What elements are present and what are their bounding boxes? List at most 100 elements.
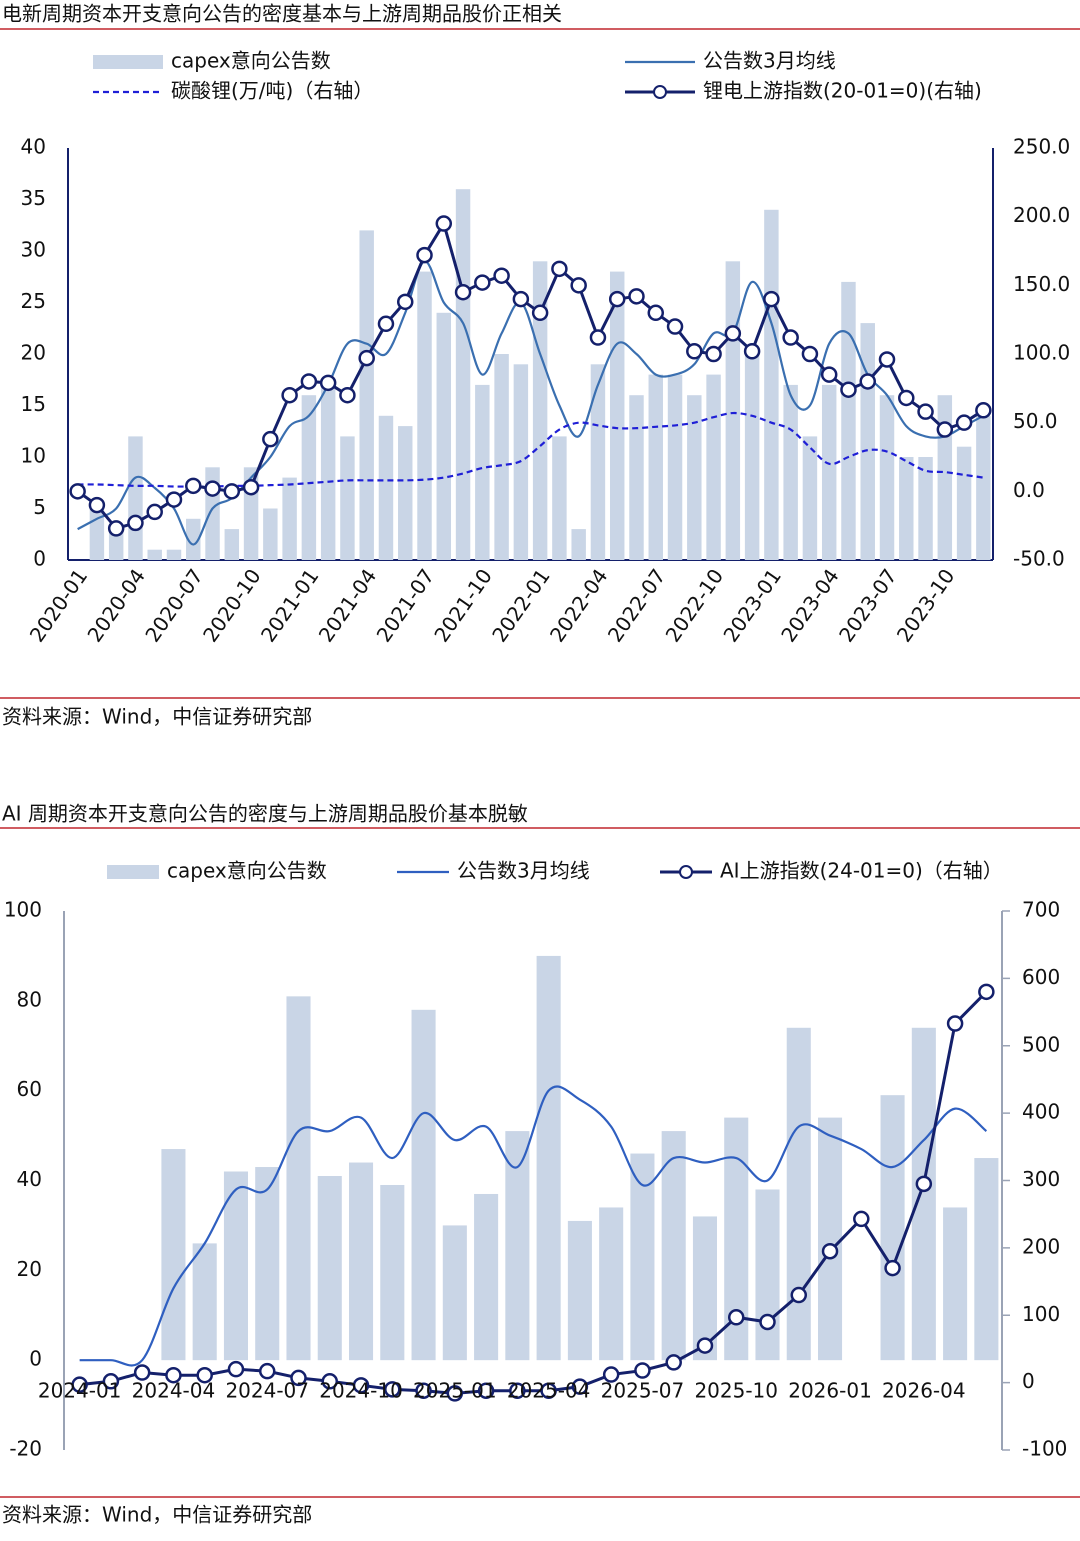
x-tick-label: 2025-07 [601, 1379, 685, 1403]
line-marker [352, 1377, 370, 1394]
legend-label: 公告数3月均线 [457, 859, 590, 883]
bar [455, 189, 471, 560]
legend-label: AI上游指数(24-01=0)（右轴） [720, 859, 1003, 883]
line-marker [936, 421, 954, 438]
line-marker [840, 381, 857, 398]
bar [494, 354, 509, 560]
line-marker [946, 1015, 964, 1032]
line-marker [634, 1362, 651, 1379]
y-tick-label: 5 [33, 495, 46, 519]
x-tick-label: 2024-07 [225, 1379, 309, 1403]
line-marker [127, 514, 144, 532]
line-marker [339, 386, 356, 404]
x-tick-label: 2020-10 [198, 564, 266, 646]
y2-tick-label: -50.0 [1013, 547, 1065, 571]
y-tick-label: -20 [9, 1437, 42, 1461]
bar [687, 395, 702, 560]
x-tick-label: 2021-04 [314, 564, 382, 646]
line-marker [531, 304, 549, 322]
bar [725, 261, 741, 560]
y-tick-label: 25 [21, 289, 46, 313]
line-marker [551, 260, 568, 278]
x-tick-label: 2021-07 [372, 564, 440, 646]
y2-tick-label: 0 [1022, 1369, 1035, 1393]
bar [976, 415, 991, 560]
x-tick-label: 2024-04 [132, 1379, 216, 1403]
line-marker [69, 483, 86, 500]
line-marker [133, 1364, 151, 1381]
bar [223, 1171, 249, 1361]
line-marker [185, 477, 202, 495]
bar [282, 477, 297, 560]
line-marker [446, 1385, 464, 1402]
line-marker [727, 1309, 745, 1326]
line-marker [258, 1362, 276, 1380]
line-marker [435, 215, 453, 232]
legend-marker [653, 85, 667, 99]
y-tick-label: 0 [29, 1347, 42, 1371]
bar [567, 1220, 592, 1361]
x-tick-label: 2026-04 [882, 1379, 966, 1403]
y-tick-label: 15 [21, 392, 46, 416]
y2-tick-label: 50.0 [1013, 409, 1058, 433]
line-marker [262, 430, 279, 448]
source-note: 资料来源：Wind，中信证券研究部 [2, 705, 312, 729]
bar [860, 323, 875, 560]
bar [974, 1158, 999, 1361]
bar [536, 955, 561, 1361]
legend-label: 锂电上游指数(20-01=0)(右轴) [703, 79, 982, 103]
line-marker [454, 283, 472, 301]
line-marker [319, 374, 337, 392]
line-marker [165, 491, 183, 508]
legend-label: 公告数3月均线 [703, 49, 836, 73]
legend-swatch [93, 55, 163, 69]
bar [590, 364, 606, 560]
x-tick-label: 2021-01 [256, 564, 324, 646]
x-tick-label: 2022-10 [661, 564, 729, 646]
x-tick-label: 2025-10 [694, 1379, 778, 1403]
bar [879, 395, 895, 560]
chart-title: AI 周期资本开支意向公告的密度与上游周期品股价基本脱敏 [2, 802, 528, 826]
line-marker [743, 343, 761, 360]
line-marker [227, 1360, 245, 1378]
line-marker [242, 478, 260, 496]
bar [744, 354, 760, 560]
line-marker [915, 1175, 933, 1193]
bar [348, 1162, 374, 1361]
line-marker [493, 267, 510, 284]
bar [648, 374, 663, 560]
legend-label: capex意向公告数 [167, 859, 327, 883]
line-marker [705, 345, 722, 363]
line-marker [878, 351, 896, 368]
line-marker [647, 304, 665, 322]
y2-tick-label: 150.0 [1013, 272, 1070, 296]
line-marker [196, 1366, 213, 1384]
line-marker [608, 290, 626, 308]
bar [263, 508, 278, 560]
source-note: 资料来源：Wind，中信证券研究部 [2, 1503, 312, 1527]
bar [599, 1207, 624, 1361]
bar [937, 395, 953, 560]
line-marker [666, 318, 684, 335]
bar [417, 271, 432, 560]
bar [899, 457, 914, 560]
bar [224, 529, 240, 560]
bar [692, 1216, 718, 1361]
line-marker [358, 349, 375, 367]
x-tick-label: 2022-01 [487, 564, 555, 646]
line-marker [415, 1382, 432, 1399]
bar [661, 1131, 686, 1361]
bar [609, 271, 625, 560]
line-marker [512, 290, 530, 308]
x-tick-label: 2024-10 [319, 1379, 403, 1403]
line-marker [146, 503, 163, 521]
bar [821, 384, 837, 560]
bar [956, 446, 972, 560]
bar [764, 209, 779, 561]
bar [667, 374, 683, 560]
bar [802, 436, 818, 560]
series-line [79, 1085, 988, 1367]
bar [186, 518, 201, 560]
x-tick-label: 2025-04 [507, 1379, 591, 1403]
bar [918, 457, 933, 560]
